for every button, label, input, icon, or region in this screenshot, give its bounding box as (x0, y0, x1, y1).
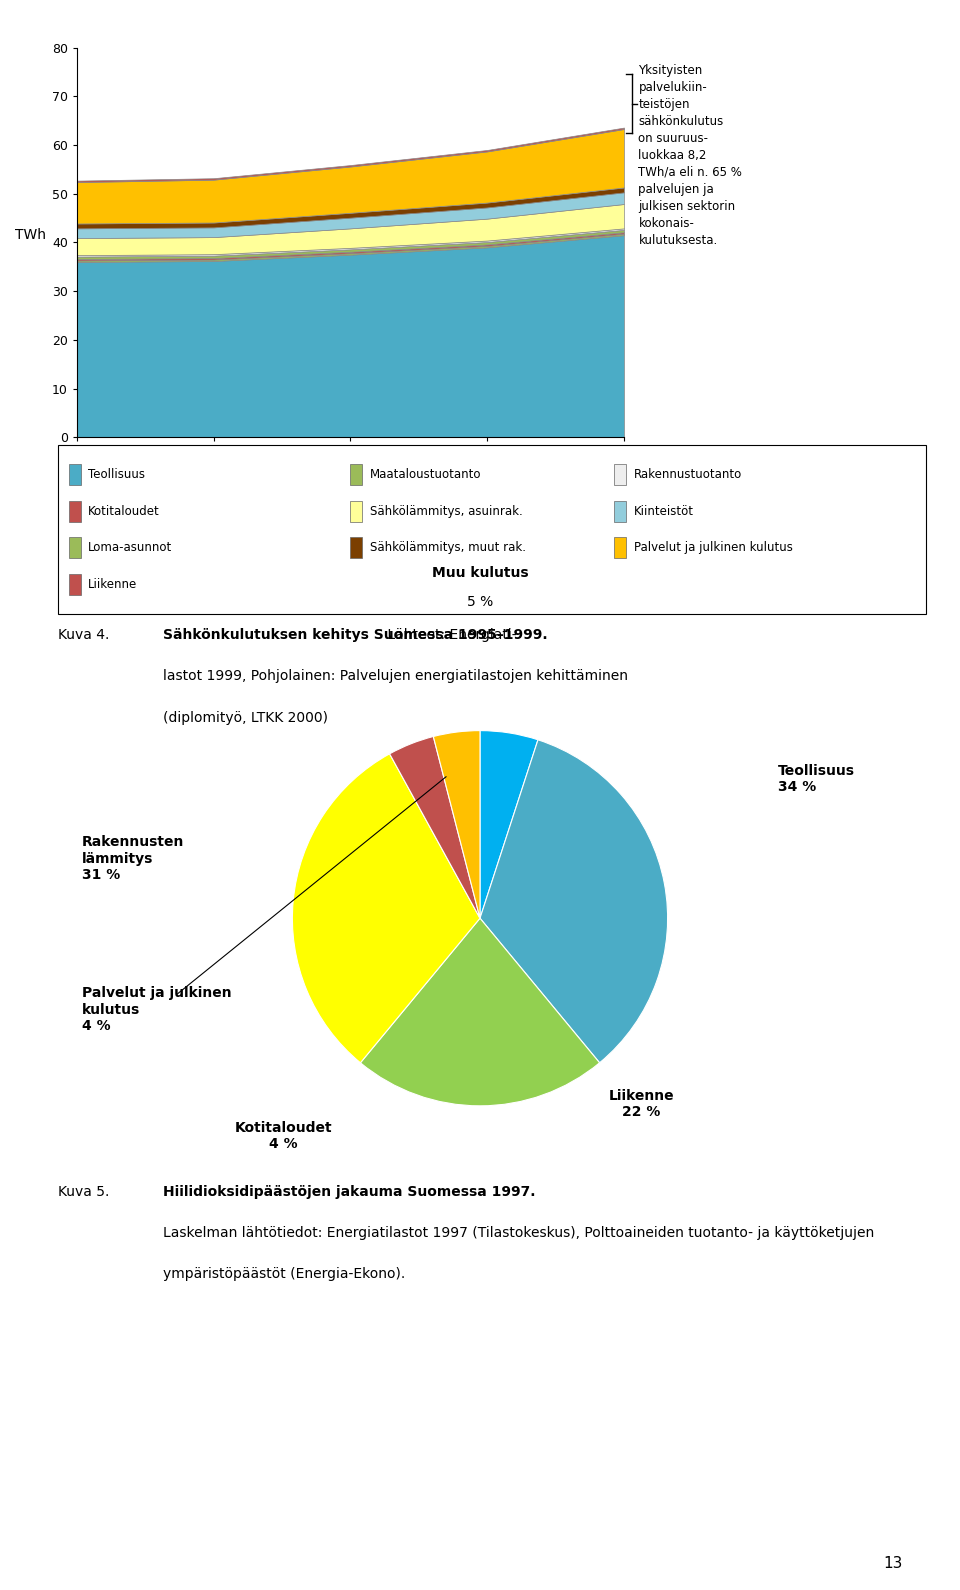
Y-axis label: TWh: TWh (15, 229, 46, 242)
Text: Kuva 5.: Kuva 5. (58, 1185, 109, 1199)
Text: Rakennusten
lämmitys
31 %: Rakennusten lämmitys 31 % (82, 835, 184, 882)
Text: Kuva 4.: Kuva 4. (58, 628, 109, 642)
Text: Laskelman lähtötiedot: Energiatilastot 1997 (Tilastokeskus), Polttoaineiden tuot: Laskelman lähtötiedot: Energiatilastot 1… (163, 1226, 875, 1240)
Wedge shape (390, 736, 480, 917)
Text: lastot 1999, Pohjolainen: Palvelujen energiatilastojen kehittäminen: lastot 1999, Pohjolainen: Palvelujen ene… (163, 669, 628, 684)
Text: Sähkölämmitys, asuinrak.: Sähkölämmitys, asuinrak. (370, 504, 522, 518)
Text: Yksityisten
palvelukiin-
teistöjen
sähkönkulutus
on suuruus-
luokkaa 8,2
TWh/a e: Yksityisten palvelukiin- teistöjen sähkö… (638, 64, 742, 246)
Wedge shape (360, 917, 600, 1107)
Text: Sähkölämmitys, muut rak.: Sähkölämmitys, muut rak. (370, 541, 526, 555)
Text: Muu kulutus: Muu kulutus (432, 566, 528, 580)
Text: Kotitaloudet: Kotitaloudet (88, 504, 160, 518)
Text: Palvelut ja julkinen
kulutus
4 %: Palvelut ja julkinen kulutus 4 % (82, 986, 231, 1034)
Text: (diplomityö, LTKK 2000): (diplomityö, LTKK 2000) (163, 711, 328, 725)
Text: ympäristöpäästöt (Energia-Ekono).: ympäristöpäästöt (Energia-Ekono). (163, 1267, 405, 1282)
Text: Palvelut ja julkinen kulutus: Palvelut ja julkinen kulutus (634, 541, 792, 555)
Wedge shape (433, 731, 480, 917)
Text: Maataloustuotanto: Maataloustuotanto (370, 467, 481, 482)
Text: Liikenne
22 %: Liikenne 22 % (609, 1089, 674, 1119)
Wedge shape (480, 739, 667, 1062)
Text: Teollisuus: Teollisuus (88, 467, 145, 482)
Text: Sähkönkulutuksen kehitys Suomessa 1995–1999.: Sähkönkulutuksen kehitys Suomessa 1995–1… (163, 628, 548, 642)
Wedge shape (480, 731, 538, 917)
Wedge shape (293, 754, 480, 1062)
Text: Hiilidioksidipäästöjen jakauma Suomessa 1997.: Hiilidioksidipäästöjen jakauma Suomessa … (163, 1185, 536, 1199)
Text: Lähteet: Energiati-: Lähteet: Energiati- (383, 628, 516, 642)
Text: 5 %: 5 % (467, 595, 493, 609)
Text: Kiinteistöt: Kiinteistöt (634, 504, 693, 518)
Text: Rakennustuotanto: Rakennustuotanto (634, 467, 742, 482)
Text: Loma-asunnot: Loma-asunnot (88, 541, 173, 555)
Text: 13: 13 (883, 1557, 902, 1571)
Text: Kotitaloudet
4 %: Kotitaloudet 4 % (234, 1121, 332, 1151)
Text: Teollisuus
34 %: Teollisuus 34 % (778, 765, 854, 793)
Text: Liikenne: Liikenne (88, 577, 137, 591)
